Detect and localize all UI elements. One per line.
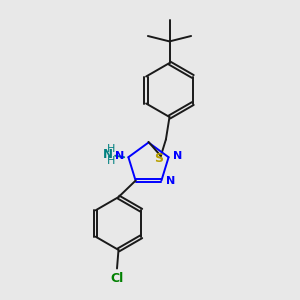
Text: N: N [115,151,124,161]
Text: N: N [103,148,113,161]
Text: Cl: Cl [110,272,124,285]
Text: N: N [173,151,182,161]
Text: H: H [107,144,115,154]
Text: H: H [107,156,115,166]
Text: S: S [154,152,163,165]
Text: N: N [166,176,175,186]
